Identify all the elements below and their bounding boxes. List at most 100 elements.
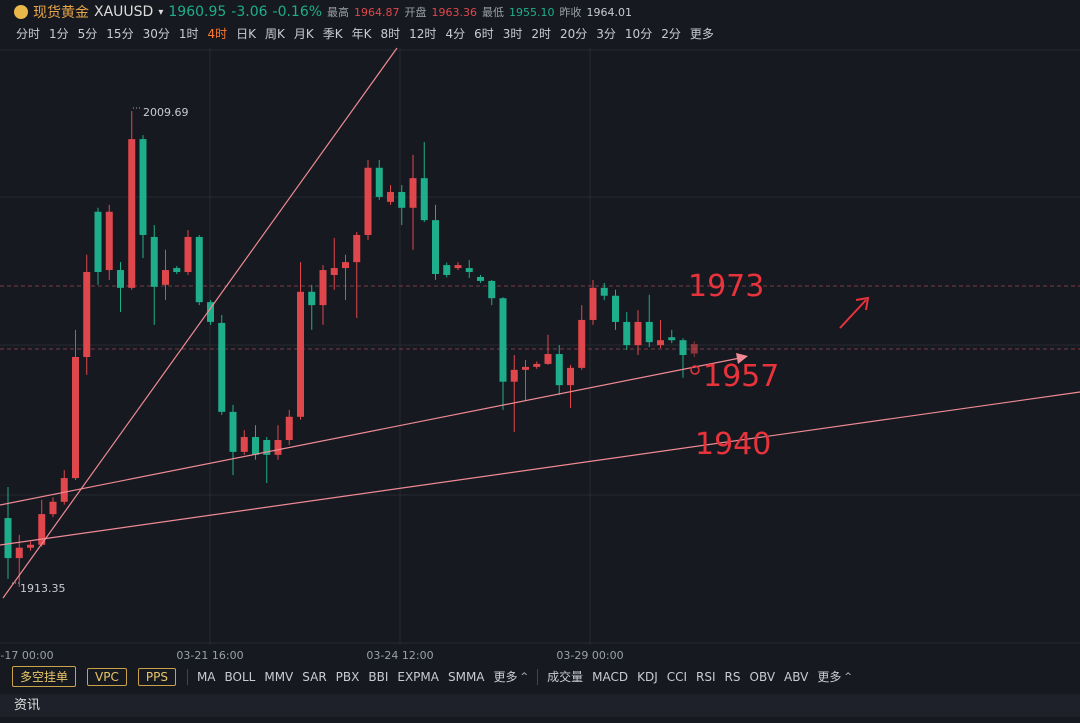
timeframe[interactable]: 日K: [236, 27, 257, 41]
body: [83, 272, 91, 358]
indicator[interactable]: RS: [724, 669, 741, 684]
timeframe[interactable]: 3分: [596, 27, 616, 41]
timeframe[interactable]: 4分: [445, 27, 466, 41]
indicator[interactable]: BOLL: [224, 669, 256, 684]
candle: [409, 154, 417, 250]
body: [195, 236, 203, 303]
candle: [195, 234, 203, 306]
high-label: 最高: [327, 6, 350, 19]
timeframe[interactable]: 4时: [207, 27, 228, 41]
body: [207, 302, 214, 322]
timeframe[interactable]: 5分: [77, 27, 98, 41]
timeframe[interactable]: 1时: [178, 27, 199, 41]
indicator[interactable]: 更多: [817, 670, 842, 684]
high: 1964.87: [354, 5, 400, 19]
candle: [94, 207, 102, 285]
timeframe[interactable]: 更多: [689, 27, 714, 41]
body: [94, 211, 102, 273]
timeframe[interactable]: 12时: [409, 27, 437, 41]
timeframe[interactable]: 周K: [265, 27, 285, 41]
x-label: 03-21 16:00: [176, 649, 243, 662]
timeframe[interactable]: 30分: [142, 27, 170, 41]
timeframe[interactable]: 10分: [624, 27, 653, 41]
timeframe[interactable]: 1分: [49, 27, 69, 41]
indicator[interactable]: RSI: [696, 669, 716, 684]
body: [162, 270, 169, 285]
body: [578, 319, 586, 368]
body: [184, 236, 192, 273]
candle: [589, 279, 597, 325]
timeframe[interactable]: 分时: [16, 27, 41, 41]
timeframe[interactable]: 6时: [474, 27, 494, 41]
name[interactable]: 现货黄金: [33, 5, 89, 21]
indicator[interactable]: EXPMA: [397, 669, 439, 684]
indicator[interactable]: 更多: [493, 670, 518, 684]
body: [285, 416, 293, 441]
body: [533, 363, 541, 367]
min-label: 1913.35: [20, 582, 66, 595]
candle: [510, 355, 518, 433]
symbol[interactable]: XAUUSD: [94, 4, 154, 20]
timeframe[interactable]: 月K: [293, 27, 314, 41]
body: [432, 220, 439, 274]
x-label: 03-29 00:00: [556, 649, 623, 662]
timeframe[interactable]: 20分: [560, 27, 588, 41]
timeframe[interactable]: 15分: [106, 27, 134, 41]
candle: [285, 409, 293, 445]
candle: [432, 204, 439, 280]
candle: [128, 111, 136, 290]
timeframe[interactable]: 2时: [531, 27, 551, 41]
indicator[interactable]: BBI: [368, 669, 389, 684]
body: [668, 337, 676, 341]
timeframe[interactable]: 8时: [380, 27, 401, 41]
header: 现货黄金 XAUUSD ▾ 1960.95 -3.06 -0.16% 最高 19…: [14, 2, 632, 22]
body: [49, 501, 57, 515]
body: [252, 437, 259, 455]
indicator[interactable]: SMMA: [447, 669, 485, 684]
candle: [72, 329, 79, 481]
change: -3.06: [231, 4, 268, 20]
indicator[interactable]: MMV: [264, 669, 294, 684]
button[interactable]: VPC: [87, 667, 127, 686]
indicator[interactable]: CCI: [666, 669, 688, 684]
body: [173, 268, 181, 273]
indicator[interactable]: PBX: [335, 669, 360, 684]
arrowhead: [736, 353, 748, 364]
body: [499, 298, 507, 382]
indicator[interactable]: SAR: [302, 669, 327, 684]
body: [645, 321, 653, 343]
candle: [49, 497, 57, 518]
candle: [454, 262, 462, 271]
indicator[interactable]: KDJ: [637, 669, 658, 684]
body: [60, 478, 68, 502]
candle: [578, 305, 586, 370]
body: [477, 276, 484, 281]
candle: [139, 135, 147, 259]
indicator[interactable]: MA: [196, 669, 216, 684]
button[interactable]: 多空挂单: [12, 666, 77, 687]
candle: [342, 254, 349, 301]
news-tab[interactable]: 资讯: [0, 694, 1080, 717]
candle: [488, 279, 496, 306]
body: [679, 340, 687, 356]
indicator[interactable]: MACD: [592, 669, 629, 684]
candle: [15, 534, 23, 587]
separator: [537, 668, 539, 685]
max-label: 2009.69: [143, 106, 189, 119]
open: 1963.36: [431, 5, 478, 19]
body: [387, 191, 394, 202]
change-pct: -0.16%: [272, 4, 323, 20]
body: [274, 440, 282, 455]
candle: [173, 266, 181, 274]
indicator[interactable]: OBV: [749, 669, 776, 684]
button[interactable]: PPS: [137, 667, 176, 686]
timeframe[interactable]: 季K: [322, 27, 343, 41]
timeframe[interactable]: 3时: [502, 27, 523, 41]
timeframe[interactable]: 2分: [661, 27, 681, 41]
indicator[interactable]: 成交量: [547, 670, 584, 684]
timeframe[interactable]: 年K: [351, 27, 372, 41]
dropdown[interactable]: ▾: [158, 6, 164, 18]
trendline: [0, 357, 741, 506]
indicator[interactable]: ABV: [784, 669, 809, 684]
